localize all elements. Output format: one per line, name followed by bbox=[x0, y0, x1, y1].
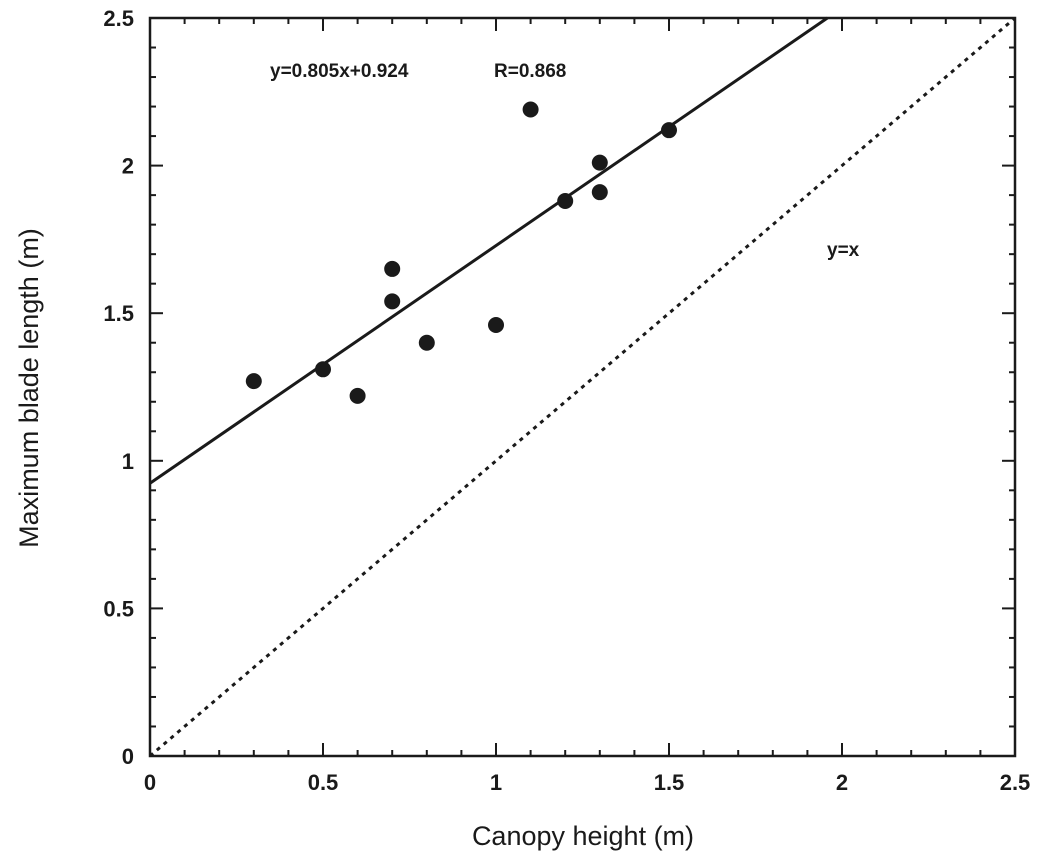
data-point bbox=[488, 317, 504, 334]
data-point bbox=[384, 293, 401, 310]
data-point bbox=[661, 122, 677, 139]
data-point bbox=[315, 361, 331, 378]
y-tick-label: 0.5 bbox=[103, 596, 134, 621]
data-point bbox=[418, 334, 435, 351]
y-axis-label: Maximum blade length (m) bbox=[14, 228, 44, 548]
x-tick-label: 0 bbox=[144, 770, 156, 795]
data-point bbox=[591, 184, 608, 201]
y-tick-label: 2.5 bbox=[103, 6, 134, 31]
data-point bbox=[557, 193, 574, 210]
fit-equation-label: y=0.805x+0.924 bbox=[270, 61, 409, 82]
data-point bbox=[522, 101, 539, 118]
x-tick-label: 2.5 bbox=[1000, 770, 1031, 795]
x-tick-label: 1 bbox=[490, 770, 502, 795]
data-point bbox=[384, 260, 401, 277]
data-point bbox=[245, 373, 262, 390]
y-tick-label: 0 bbox=[122, 744, 134, 769]
r-value-label: R=0.868 bbox=[494, 61, 566, 82]
y-tick-label: 1 bbox=[122, 449, 134, 474]
x-axis-label: Canopy height (m) bbox=[472, 821, 694, 851]
plot-frame bbox=[148, 16, 1017, 758]
x-tick-label: 2 bbox=[836, 770, 848, 795]
x-tick-label: 0.5 bbox=[308, 770, 339, 795]
tick-labels: 0 0.5 1 1.5 2 2.5 0 0.5 1 1.5 2 2.5 bbox=[103, 6, 1030, 795]
data-point bbox=[591, 154, 608, 171]
x-tick-label: 1.5 bbox=[654, 770, 685, 795]
reference-line-label: y=x bbox=[827, 240, 860, 261]
reference-line bbox=[149, 16, 1016, 758]
y-tick-label: 2 bbox=[122, 154, 134, 179]
fit-line bbox=[149, 16, 829, 485]
y-tick-label: 1.5 bbox=[103, 301, 134, 326]
data-point bbox=[349, 387, 366, 404]
data-points bbox=[245, 101, 677, 404]
tick-marks bbox=[149, 17, 1016, 757]
